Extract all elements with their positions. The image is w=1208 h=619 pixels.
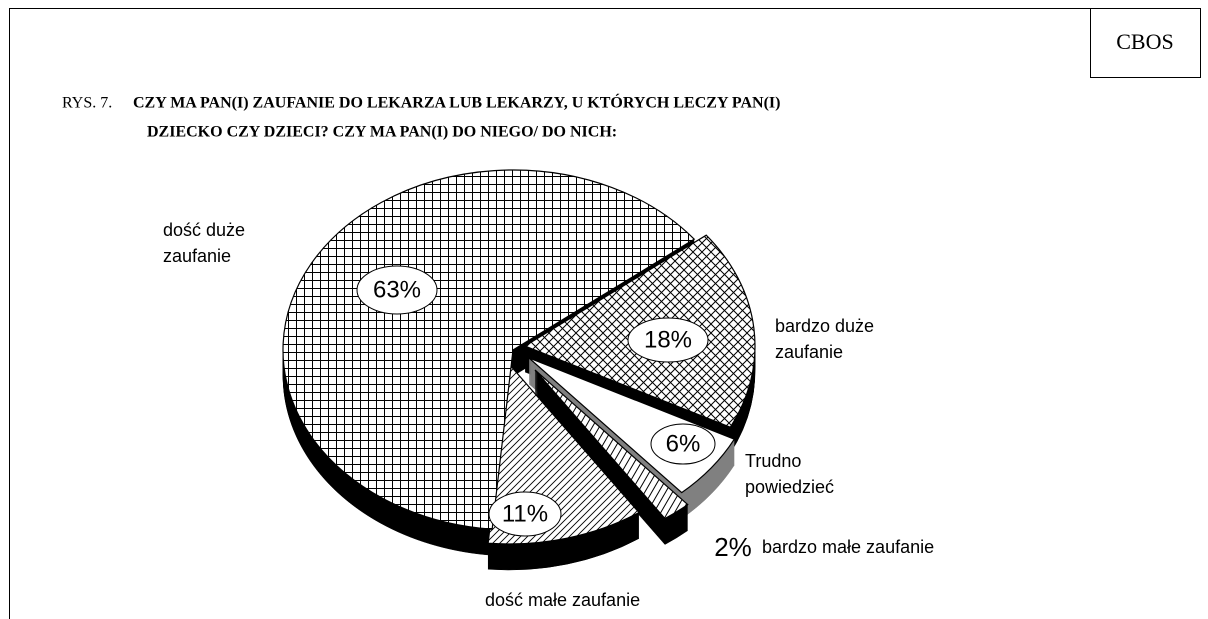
source: CBOS	[1116, 29, 1173, 54]
category-label: dość małe zaufanie	[485, 590, 640, 610]
value-label: 11%	[502, 500, 548, 527]
category-label: bardzo małe zaufanie	[762, 537, 934, 557]
slice	[534, 369, 689, 520]
category-label: Trudno powiedzieć	[745, 451, 834, 497]
category-label: bardzo duże zaufanie	[775, 316, 879, 362]
category-label: dość duże zaufanie	[163, 220, 250, 266]
value-label: 63%	[373, 276, 421, 303]
label-line: Trudno	[745, 451, 806, 471]
value-label: 2%	[714, 532, 752, 562]
chart-title: DZIECKO CZY DZIECI? CZY MA PAN(I) DO NIE…	[147, 124, 617, 141]
value-label-bg	[650, 423, 716, 465]
value-label-bg	[627, 317, 709, 363]
label-line: zaufanie	[775, 342, 843, 362]
label-line: powiedzieć	[745, 477, 834, 497]
value-label-bg	[356, 265, 438, 315]
source-box	[1090, 8, 1201, 78]
value-label-bg	[488, 491, 562, 537]
value-label: 6%	[666, 430, 701, 457]
label-line: dość duże	[163, 220, 250, 240]
label-line: zaufanie	[163, 246, 231, 266]
figure-label: RYS. 7.	[62, 95, 112, 112]
slice	[282, 169, 696, 530]
value-label: 18%	[644, 326, 692, 353]
label-line: bardzo duże	[775, 316, 879, 336]
chart-title: CZY MA PAN(I) ZAUFANIE DO LEKARZA LUB LE…	[133, 93, 780, 112]
